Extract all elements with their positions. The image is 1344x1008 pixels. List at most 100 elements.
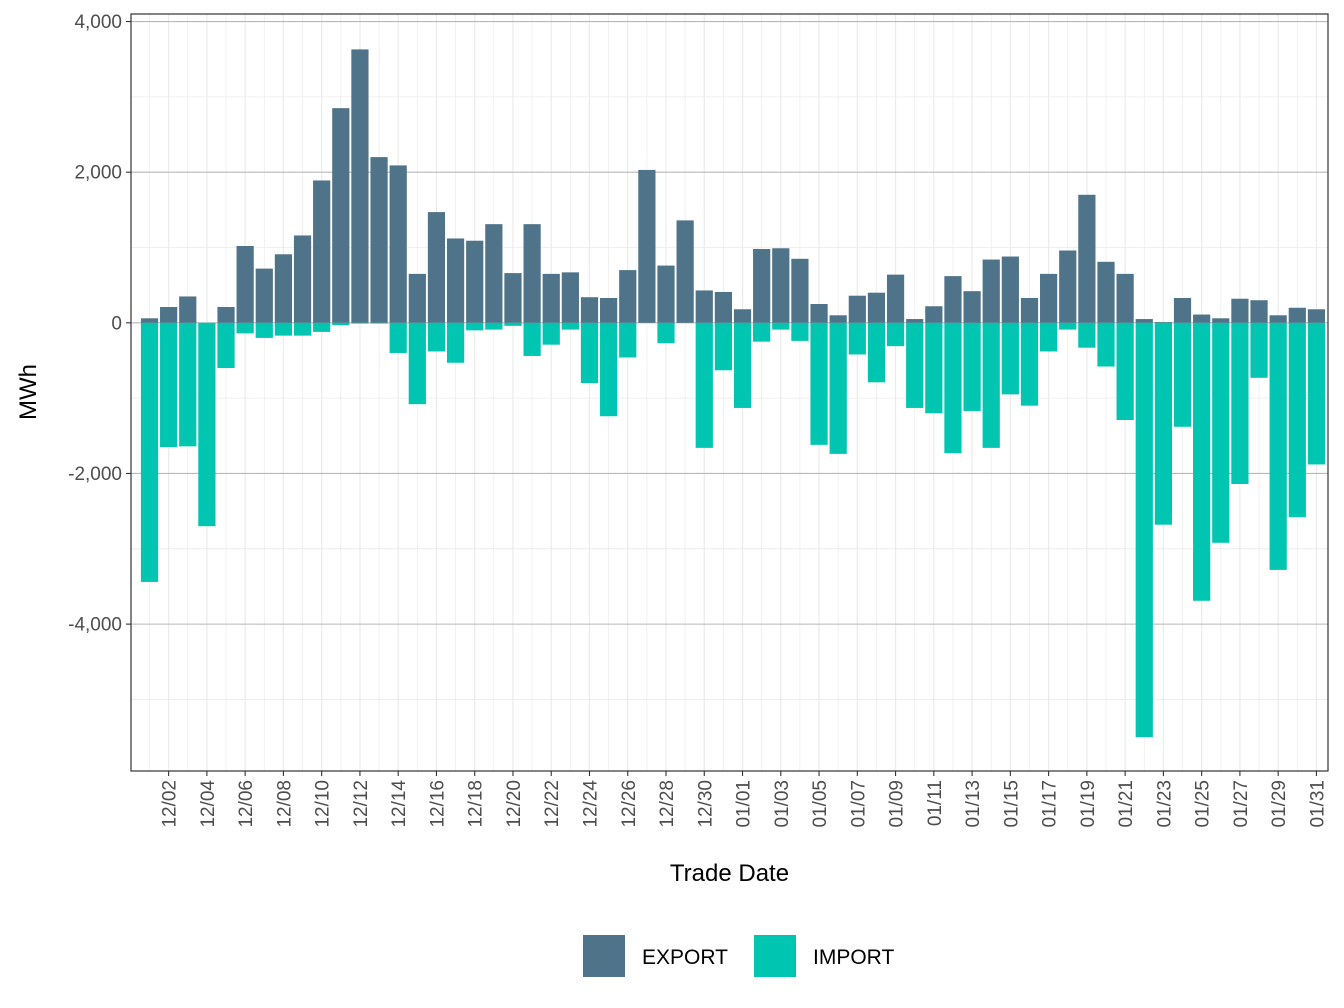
- bar-import-12-13: [370, 322, 388, 324]
- bar-import-01-28: [1250, 322, 1268, 378]
- legend-label-import: IMPORT: [813, 946, 894, 969]
- bar-export-12-16: [427, 212, 446, 323]
- x-tick-label: 12/08: [274, 780, 295, 828]
- x-tick-label: 01/19: [1078, 780, 1099, 828]
- bar-import-12-22: [542, 322, 560, 345]
- bar-import-01-22: [1135, 322, 1153, 738]
- bar-export-12-23: [561, 272, 579, 323]
- legend-label-export: EXPORT: [642, 946, 728, 969]
- x-tick-label: 01/27: [1231, 780, 1252, 828]
- bar-import-12-12: [351, 322, 369, 324]
- bar-import-01-29: [1269, 322, 1287, 570]
- bar-import-01-15: [1001, 322, 1019, 395]
- bar-export-12-25: [600, 297, 618, 323]
- x-tick-label: 01/21: [1116, 780, 1137, 828]
- bar-export-01-03: [772, 248, 790, 323]
- bar-export-12-06: [236, 245, 254, 323]
- bar-import-01-09: [886, 322, 905, 347]
- bar-export-12-20: [504, 273, 522, 323]
- bar-export-12-01: [140, 318, 159, 323]
- bar-import-12-02: [160, 322, 178, 448]
- bar-import-01-13: [963, 322, 981, 411]
- x-tick-label: 12/12: [351, 780, 372, 828]
- y-tick-label: -4,000: [68, 615, 122, 636]
- bar-import-12-23: [561, 322, 579, 330]
- x-tick-label: 01/15: [1001, 780, 1022, 828]
- bar-import-01-20: [1097, 322, 1115, 367]
- bar-import-01-11: [925, 322, 943, 414]
- bar-import-12-11: [332, 322, 350, 326]
- bar-export-01-14: [982, 259, 1000, 323]
- bar-import-01-04: [791, 322, 809, 341]
- bar-export-01-24: [1173, 297, 1192, 323]
- bar-import-12-25: [600, 322, 618, 417]
- bar-export-12-19: [485, 224, 503, 323]
- bar-import-12-07: [255, 322, 273, 338]
- bar-export-12-02: [160, 307, 178, 323]
- x-tick-label: 01/01: [734, 780, 755, 828]
- bar-import-01-01: [733, 322, 752, 408]
- x-tick-label: 12/14: [389, 780, 410, 828]
- x-tick-label: 12/20: [504, 780, 525, 828]
- x-tick-label: 12/26: [619, 780, 640, 828]
- bar-export-12-11: [332, 108, 350, 323]
- x-tick-label: 01/11: [925, 780, 946, 826]
- x-tick-label: 01/23: [1154, 780, 1175, 828]
- x-tick-label: 12/06: [236, 780, 257, 828]
- bar-export-12-12: [351, 49, 369, 323]
- x-tick-label: 01/07: [848, 780, 869, 828]
- bar-export-12-28: [657, 265, 675, 323]
- x-tick-label: 01/13: [963, 780, 984, 828]
- bar-import-01-12: [944, 322, 962, 454]
- bar-export-01-31: [1307, 309, 1326, 323]
- bar-import-01-31: [1307, 322, 1326, 465]
- bar-import-01-26: [1212, 322, 1230, 543]
- bar-export-01-01: [733, 309, 752, 323]
- bar-export-01-19: [1078, 194, 1096, 323]
- bar-export-12-24: [580, 297, 599, 323]
- x-axis: 12/02 12/04 12/06 12/08 12/10 12/12 12/14 12/16…: [160, 771, 1328, 828]
- bar-import-01-30: [1288, 322, 1306, 518]
- bar-export-01-06: [829, 315, 847, 323]
- x-tick-label: 12/04: [198, 780, 219, 828]
- bar-export-12-30: [695, 290, 713, 323]
- x-tick-label: 01/29: [1269, 780, 1290, 828]
- bar-import-01-14: [982, 322, 1000, 448]
- legend-key-export: [583, 935, 625, 977]
- bar-import-12-05: [217, 322, 235, 369]
- bar-export-12-31: [714, 291, 732, 323]
- bar-export-01-05: [810, 303, 828, 323]
- bar-export-01-11: [925, 306, 943, 323]
- bar-import-01-08: [867, 322, 886, 383]
- x-tick-label: 12/10: [313, 780, 334, 828]
- bar-export-01-29: [1269, 315, 1287, 323]
- bar-export-01-08: [867, 292, 886, 323]
- bar-export-12-29: [676, 220, 694, 323]
- bar-export-01-17: [1040, 273, 1058, 323]
- bar-export-01-26: [1212, 318, 1230, 323]
- plot-border: [130, 13, 1329, 772]
- bar-export-01-09: [886, 274, 905, 323]
- bar-import-01-23: [1154, 322, 1172, 525]
- bar-export-01-27: [1231, 298, 1249, 323]
- bar-export-01-12: [944, 276, 962, 323]
- bar-export-01-21: [1116, 273, 1134, 323]
- bar-export-12-10: [313, 180, 331, 323]
- bar-import-01-05: [810, 322, 828, 445]
- legend-key-import: [754, 935, 796, 977]
- bar-import-12-28: [657, 322, 675, 344]
- bar-export-12-27: [638, 169, 656, 323]
- bar-import-12-20: [504, 322, 522, 326]
- bar-export-12-15: [408, 273, 426, 323]
- y-axis: -4,000 -2,000 0 2,000 4,000: [68, 12, 131, 636]
- bar-import-01-21: [1116, 322, 1134, 420]
- bar-export-01-28: [1250, 300, 1268, 323]
- bar-export-01-07: [848, 295, 866, 323]
- bar-import-12-18: [466, 322, 484, 331]
- x-axis-title: Trade Date: [670, 860, 789, 887]
- bar-export-01-23: [1154, 322, 1172, 323]
- bar-export-12-26: [619, 270, 637, 323]
- bar-export-01-30: [1288, 307, 1306, 323]
- y-tick-label: 0: [111, 313, 122, 334]
